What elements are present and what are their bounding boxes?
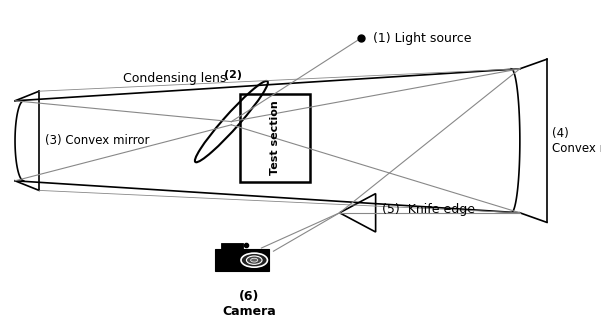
Text: (2): (2) [224,70,242,80]
Circle shape [251,258,258,262]
Bar [240,94,310,182]
Text: (6)
Camera: (6) Camera [222,290,276,317]
Text: Condensing lens: Condensing lens [123,72,227,85]
Text: (4)
Convex mirror: (4) Convex mirror [552,127,601,155]
Circle shape [241,253,267,267]
Text: Test section: Test section [270,100,280,175]
Text: (1) Light source: (1) Light source [373,32,471,45]
Circle shape [246,256,262,264]
Bar [221,243,243,250]
Text: (3) Convex mirror: (3) Convex mirror [45,134,150,147]
FancyBboxPatch shape [215,249,269,271]
Text: (5)  Knife edge: (5) Knife edge [382,203,475,216]
